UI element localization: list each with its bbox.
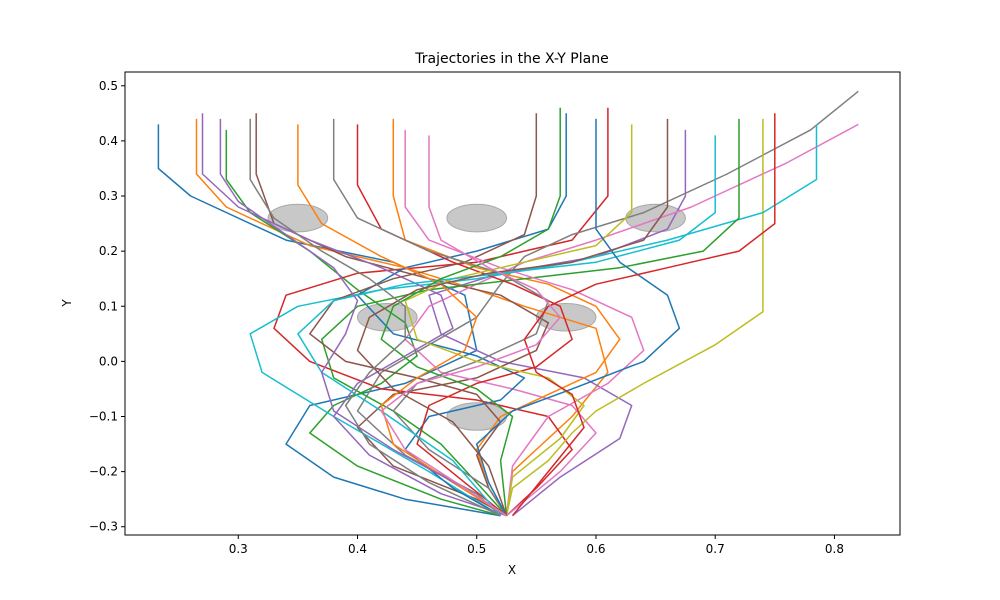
y-tick-label: −0.2 [89, 465, 118, 479]
x-tick-label: 0.8 [825, 542, 844, 556]
y-tick-label: 0.0 [99, 354, 118, 368]
trajectory-line-27 [380, 135, 561, 517]
x-tick-label: 0.5 [467, 542, 486, 556]
y-tick-label: 0.3 [99, 189, 118, 203]
obstacle-2 [446, 203, 508, 233]
y-axis-label: Y [60, 299, 74, 308]
trajectory-line-23 [380, 107, 561, 516]
x-tick-label: 0.3 [229, 542, 248, 556]
y-tick-label: −0.3 [89, 520, 118, 534]
y-tick-label: 0.2 [99, 244, 118, 258]
trajectory-line-28 [249, 118, 501, 517]
trajectory-line-7 [404, 123, 859, 517]
trajectory-line-11 [356, 113, 567, 517]
x-axis-label: X [508, 563, 516, 577]
trajectory-line-25 [219, 118, 507, 517]
x-tick-label: 0.4 [348, 542, 367, 556]
x-tick-label: 0.6 [586, 542, 605, 556]
trajectory-line-18 [332, 118, 550, 517]
trajectory-line-26 [356, 118, 669, 516]
y-axis: −0.3 −0.2 −0.1 0.0 0.1 0.2 0.3 0.4 0.5 [89, 79, 125, 534]
y-tick-label: 0.5 [99, 79, 118, 93]
trajectory-line-19 [404, 124, 633, 516]
trajectory-line-8 [356, 90, 859, 517]
trajectory-line-9 [505, 118, 764, 516]
axes-frame [124, 71, 901, 536]
y-tick-label: 0.1 [99, 299, 118, 313]
y-tick-label: −0.1 [89, 409, 118, 423]
obstacle-3 [625, 203, 686, 233]
trajectory-line-4 [273, 107, 609, 517]
y-tick-label: 0.4 [99, 134, 118, 148]
trajectory-line-24 [511, 113, 776, 517]
trajectory-line-2 [195, 118, 609, 516]
trajectory-line-20 [297, 135, 716, 517]
trajectory-line-16 [309, 113, 538, 517]
trajectory-line-22 [297, 124, 507, 517]
x-tick-label: 0.7 [706, 542, 725, 556]
trajectory-line-15 [201, 113, 507, 517]
trajectory-line-17 [404, 129, 645, 516]
x-axis: 0.3 0.4 0.5 0.6 0.7 0.8 [229, 535, 844, 556]
plot-area [157, 90, 859, 517]
trajectory-line-5 [428, 129, 687, 517]
trajectory-line-13 [320, 118, 740, 517]
chart-title: Trajectories in the X-Y Plane [414, 51, 608, 67]
